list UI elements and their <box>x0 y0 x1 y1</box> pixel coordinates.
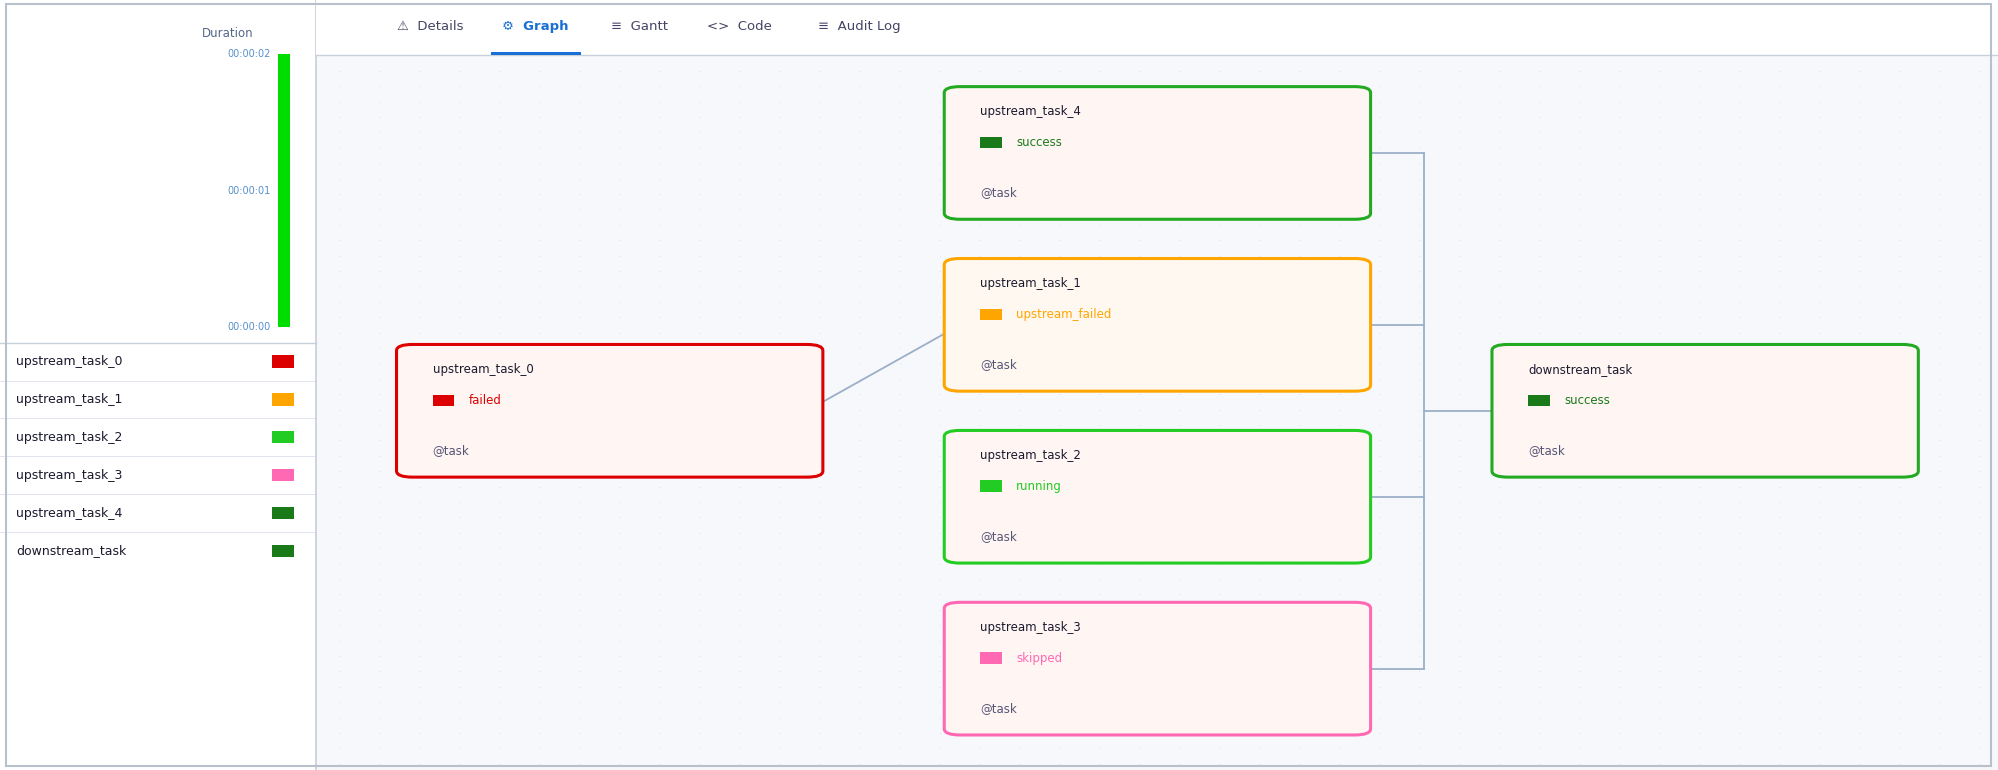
Bar <box>1526 394 1548 406</box>
Bar <box>432 394 454 406</box>
Text: downstream_task: downstream_task <box>1526 363 1632 376</box>
Text: upstream_task_2: upstream_task_2 <box>16 430 122 444</box>
FancyBboxPatch shape <box>396 344 823 477</box>
Bar <box>272 431 294 444</box>
Text: 00:00:01: 00:00:01 <box>228 186 270 196</box>
Text: upstream_task_4: upstream_task_4 <box>16 507 122 520</box>
Text: success: success <box>1015 136 1061 149</box>
FancyBboxPatch shape <box>943 259 1371 391</box>
Text: @task: @task <box>979 702 1017 715</box>
Bar <box>272 393 294 406</box>
Bar <box>979 137 1001 148</box>
Text: running: running <box>1015 480 1061 493</box>
Text: @task: @task <box>432 444 470 457</box>
Text: @task: @task <box>979 530 1017 543</box>
FancyBboxPatch shape <box>943 602 1371 735</box>
Bar <box>0 0 316 770</box>
Text: success: success <box>1562 393 1608 407</box>
Bar <box>316 0 1998 55</box>
Bar <box>272 469 294 481</box>
Text: ≡  Audit Log: ≡ Audit Log <box>817 20 901 33</box>
Text: Duration: Duration <box>202 28 254 40</box>
Bar <box>316 0 1998 770</box>
Bar <box>278 54 290 327</box>
Text: @task: @task <box>979 186 1017 199</box>
Text: upstream_task_3: upstream_task_3 <box>979 621 1081 634</box>
Text: upstream_failed: upstream_failed <box>1015 308 1111 321</box>
Text: upstream_task_4: upstream_task_4 <box>979 105 1081 118</box>
Text: downstream_task: downstream_task <box>16 544 126 557</box>
Bar <box>979 309 1001 320</box>
FancyBboxPatch shape <box>1491 344 1918 477</box>
Bar <box>272 507 294 519</box>
FancyBboxPatch shape <box>943 430 1371 563</box>
Text: 00:00:00: 00:00:00 <box>228 323 270 332</box>
Bar <box>979 480 1001 492</box>
Text: upstream_task_1: upstream_task_1 <box>979 277 1081 290</box>
Text: @task: @task <box>979 358 1017 371</box>
Text: skipped: skipped <box>1015 651 1061 665</box>
Bar <box>492 52 581 55</box>
Text: upstream_task_1: upstream_task_1 <box>16 393 122 406</box>
Text: upstream_task_2: upstream_task_2 <box>979 449 1081 462</box>
Text: <>  Code: <> Code <box>707 20 771 33</box>
Text: ⚙  Graph: ⚙ Graph <box>501 20 569 33</box>
Text: ⚠  Details: ⚠ Details <box>396 20 464 33</box>
Bar <box>979 652 1001 664</box>
Text: upstream_task_0: upstream_task_0 <box>432 363 533 376</box>
Text: failed: failed <box>468 393 501 407</box>
Bar <box>272 356 294 368</box>
Text: upstream_task_3: upstream_task_3 <box>16 469 122 482</box>
Bar <box>272 544 294 557</box>
Text: upstream_task_0: upstream_task_0 <box>16 355 122 368</box>
Text: 00:00:02: 00:00:02 <box>228 49 270 59</box>
FancyBboxPatch shape <box>943 86 1371 219</box>
Text: ≡  Gantt: ≡ Gantt <box>611 20 667 33</box>
Text: @task: @task <box>1526 444 1564 457</box>
